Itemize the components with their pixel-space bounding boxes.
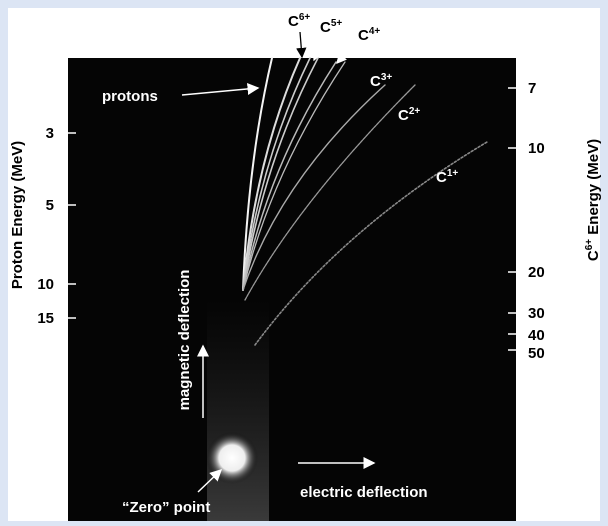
right-tick-label: 50	[528, 345, 545, 362]
right-axis-title: C6+ Energy (MeV)	[584, 139, 602, 261]
protons-label: protons	[102, 88, 158, 105]
ion-labels: C6+C5+C4+C3+C2+C1+	[288, 12, 458, 186]
magnetic-label: magnetic deflection	[176, 270, 193, 411]
ion: C	[585, 250, 602, 261]
ticks	[68, 87, 516, 351]
charge: 4+	[369, 26, 381, 37]
zero-label: “Zero” point	[122, 499, 210, 516]
ion: C	[320, 19, 331, 36]
charge: 1+	[447, 168, 459, 179]
right-tick-label: 10	[528, 140, 545, 157]
ion-label: C5+	[320, 18, 342, 36]
ion-label: C6+	[288, 12, 310, 30]
ion: C	[436, 169, 447, 186]
ion-label: C4+	[358, 26, 380, 44]
left-tick-label: 5	[46, 197, 54, 214]
left-tick-label: 3	[46, 125, 54, 142]
ion-label: C2+	[398, 106, 420, 124]
ion-label: C1+	[436, 168, 458, 186]
right-tick-label: 40	[528, 327, 545, 344]
tracks	[242, 57, 488, 346]
left-tick-label: 10	[37, 276, 54, 293]
ion: C	[370, 73, 381, 90]
charge: 5+	[331, 18, 343, 29]
ion-label: C3+	[370, 72, 392, 90]
right-ticks: 7 10 20 30 40 50	[528, 80, 545, 362]
title-rest: Energy (MeV)	[585, 139, 602, 239]
left-axis-title: Proton Energy (MeV)	[9, 141, 26, 289]
ion: C	[288, 13, 299, 30]
detector-image	[68, 58, 516, 521]
beam-band	[207, 300, 269, 521]
ion: C	[398, 107, 409, 124]
charge: 2+	[409, 106, 421, 117]
ion: C	[358, 27, 369, 44]
left-tick-label: 15	[37, 310, 54, 327]
left-ticks: 3 5 10 15	[37, 125, 54, 327]
right-tick-label: 30	[528, 305, 545, 322]
electric-label: electric deflection	[300, 484, 428, 501]
charge: 6+	[299, 12, 311, 23]
right-tick-label: 7	[528, 80, 536, 97]
charge: 6+	[584, 239, 595, 251]
charge: 3+	[381, 72, 393, 83]
right-tick-label: 20	[528, 264, 545, 281]
